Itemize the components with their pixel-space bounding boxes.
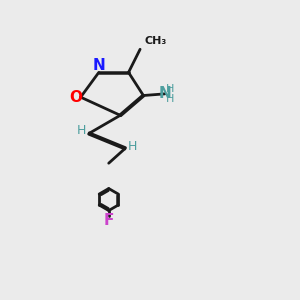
Text: H: H (166, 84, 175, 94)
Text: N: N (92, 58, 105, 74)
Text: F: F (103, 213, 114, 228)
Text: H: H (77, 124, 86, 137)
Text: CH₃: CH₃ (145, 36, 167, 46)
Text: O: O (69, 90, 82, 105)
Text: H: H (166, 94, 175, 104)
Text: H: H (128, 140, 137, 153)
Text: N: N (158, 86, 171, 101)
